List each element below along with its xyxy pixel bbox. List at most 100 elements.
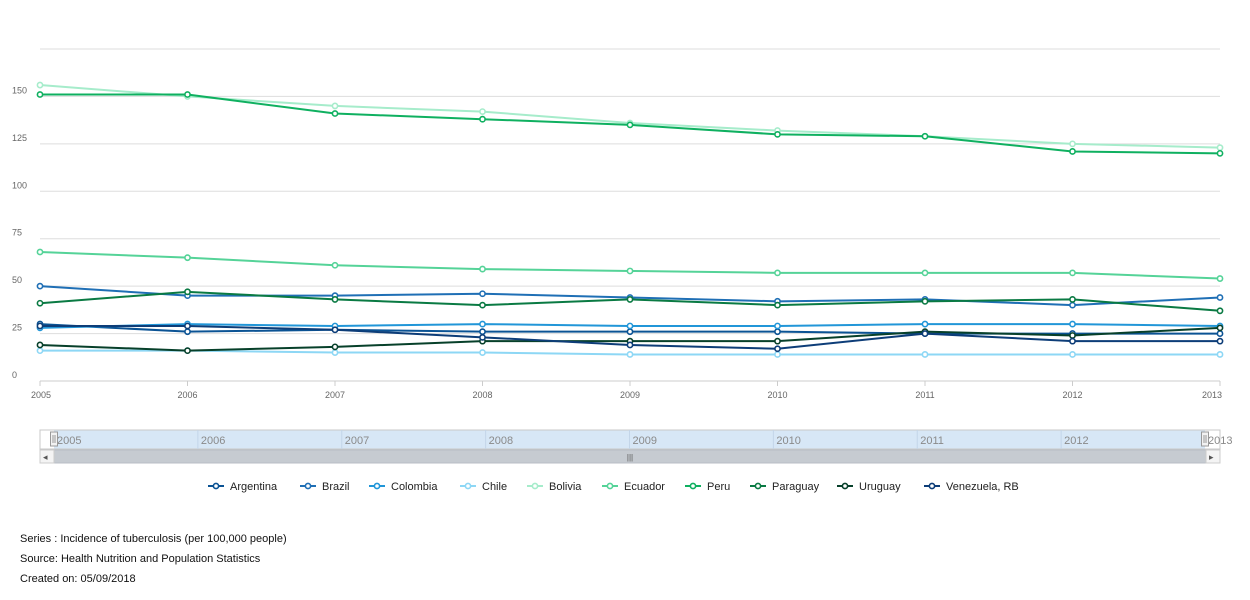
data-point[interactable] [921,330,929,337]
data-point[interactable] [774,269,781,277]
data-point[interactable] [479,108,486,116]
data-point[interactable] [1069,301,1076,309]
data-point[interactable] [331,343,339,351]
data-point[interactable] [1216,324,1224,332]
legend-label: Peru [707,481,730,493]
legend-item-bolivia[interactable]: Bolivia [527,481,582,493]
data-point[interactable] [331,296,339,303]
legend-item-argentina[interactable]: Argentina [208,481,278,493]
data-point[interactable] [1216,337,1224,345]
data-point[interactable] [36,299,44,307]
legend-item-brazil[interactable]: Brazil [300,481,350,493]
data-point[interactable] [626,341,634,349]
source-caption: Source: Health Nutrition and Population … [20,553,261,565]
data-point[interactable] [1216,294,1224,301]
legend-item-uruguay[interactable]: Uruguay [837,481,901,493]
legend-item-venezuela-rb[interactable]: Venezuela, RB [924,481,1019,493]
data-point[interactable] [626,296,634,303]
data-point[interactable] [774,130,781,138]
range-navigator[interactable]: 2005 2006 2007 2008 2009 2010 2011 2012 2013 ◂ ▸ ||… [39,429,1232,464]
data-point[interactable] [921,297,929,305]
data-point[interactable] [1216,149,1224,157]
legend-item-colombia[interactable]: Colombia [369,481,438,493]
data-point[interactable] [479,115,486,123]
scroll-right-arrow-icon[interactable]: ▸ [1209,453,1214,463]
data-point[interactable] [1216,330,1224,337]
data-point[interactable] [479,301,486,309]
navigator-right-handle[interactable] [1201,431,1209,447]
data-point[interactable] [1069,332,1076,339]
data-point[interactable] [184,288,191,296]
series-bolivia [36,81,1224,152]
data-point[interactable] [36,282,44,290]
x-tick-label: 2013 [1202,390,1222,400]
data-point[interactable] [1069,320,1076,328]
created-caption: Created on: 05/09/2018 [20,573,136,585]
data-point[interactable] [626,351,634,358]
data-point[interactable] [774,322,781,330]
data-point[interactable] [331,349,339,356]
legend-marker-icon [464,482,472,490]
data-point[interactable] [36,322,44,330]
data-point[interactable] [36,248,44,256]
data-point[interactable] [479,265,486,273]
data-point[interactable] [479,320,486,328]
data-point[interactable] [626,121,634,129]
data-point[interactable] [184,347,191,355]
data-point[interactable] [184,322,191,330]
scroll-left-arrow-icon[interactable]: ◂ [43,453,48,463]
data-point[interactable] [1069,140,1076,148]
data-point[interactable] [921,269,929,277]
data-point[interactable] [774,328,781,336]
data-point[interactable] [774,337,781,345]
data-point[interactable] [184,328,191,336]
navigator-year-label: 2005 [57,435,81,447]
y-tick-label: 75 [12,228,22,238]
data-point[interactable] [774,345,781,353]
data-point[interactable] [1069,148,1076,155]
data-point[interactable] [921,351,929,358]
data-point[interactable] [1069,269,1076,277]
data-point[interactable] [479,290,486,298]
data-point[interactable] [331,102,339,110]
y-tick-label: 150 [12,85,27,95]
data-point[interactable] [331,110,339,117]
x-tick-label: 2011 [915,390,934,400]
scrollbar-left-button[interactable] [39,449,55,464]
data-point[interactable] [331,261,339,269]
data-point[interactable] [1069,351,1076,358]
data-point[interactable] [36,81,44,89]
legend-label: Colombia [391,481,438,493]
data-point[interactable] [36,347,44,355]
legend-item-chile[interactable]: Chile [460,481,507,493]
legend-marker-icon [928,482,936,490]
data-point[interactable] [184,254,191,262]
data-point[interactable] [479,349,486,356]
data-point[interactable] [1216,307,1224,315]
data-point[interactable] [1069,337,1076,345]
legend-label: Ecuador [624,481,665,493]
data-point[interactable] [1069,296,1076,303]
data-point[interactable] [1216,275,1224,282]
data-point[interactable] [921,320,929,328]
data-point[interactable] [479,333,486,341]
data-point[interactable] [36,91,44,98]
data-point[interactable] [1216,144,1224,152]
data-point[interactable] [921,132,929,140]
data-point[interactable] [774,301,781,309]
data-point[interactable] [626,322,634,330]
data-point[interactable] [331,326,339,334]
scrollbar-right-button[interactable] [1205,449,1221,464]
data-point[interactable] [774,351,781,358]
data-point[interactable] [184,91,191,98]
navigator-left-handle[interactable] [50,431,58,447]
y-tick-label: 0 [12,370,17,380]
data-point[interactable] [626,328,634,336]
legend-item-paraguay[interactable]: Paraguay [750,481,820,493]
data-point[interactable] [36,341,44,349]
legend-item-peru[interactable]: Peru [685,481,730,493]
data-point[interactable] [1216,351,1224,358]
data-point[interactable] [479,328,486,336]
legend-item-ecuador[interactable]: Ecuador [602,481,665,493]
data-point[interactable] [626,267,634,275]
